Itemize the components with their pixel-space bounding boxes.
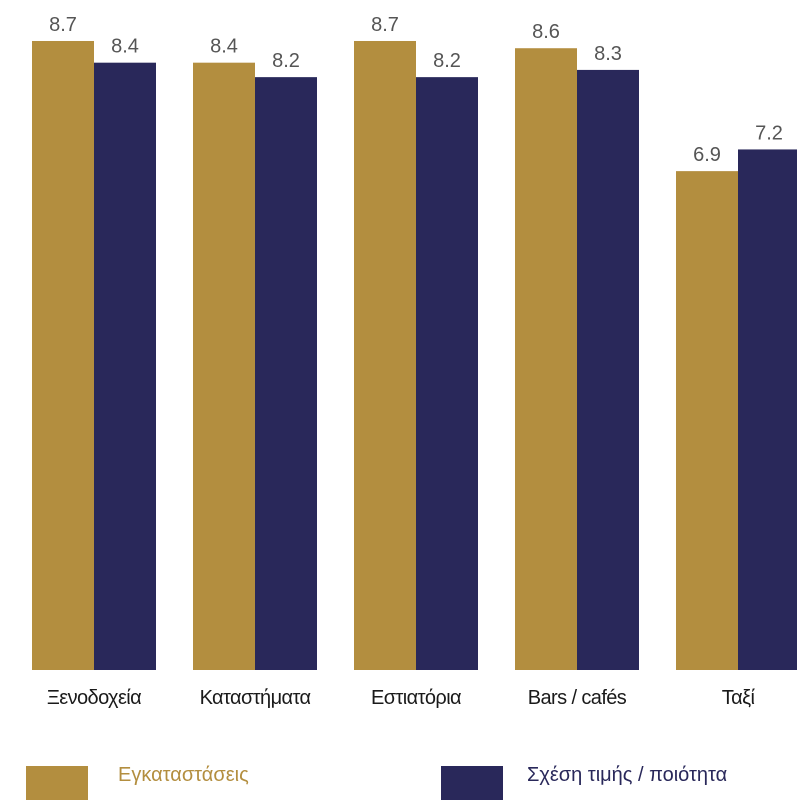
data-label-facilities-3: 8.7	[371, 14, 399, 36]
legend-label-facilities: Εγκαταστάσεις	[118, 764, 249, 786]
category-label-4: Bars / cafés	[528, 687, 627, 709]
data-label-value-for-money-1: 8.4	[111, 36, 139, 58]
bar-value-for-money-1	[94, 62, 156, 671]
bar-facilities-5	[676, 171, 738, 670]
legend-swatch-value-for-money	[441, 766, 503, 800]
data-label-value-for-money-4: 8.3	[594, 43, 622, 65]
data-label-facilities-4: 8.6	[532, 21, 560, 43]
chart-bars	[32, 40, 797, 671]
data-label-value-for-money-2: 8.2	[272, 50, 300, 72]
bar-facilities-4	[515, 48, 577, 671]
bar-facilities-3	[354, 40, 416, 671]
legend-swatch-facilities	[26, 766, 88, 800]
data-label-facilities-1: 8.7	[49, 14, 77, 36]
bar-value-for-money-2	[255, 77, 317, 670]
data-label-value-for-money-5: 7.2	[755, 122, 783, 144]
data-label-facilities-2: 8.4	[210, 36, 238, 58]
chart-legend: Εγκαταστάσεις Σχέση τιμής / ποιότητα	[0, 760, 797, 805]
bar-facilities-2	[193, 62, 255, 671]
bar-value-for-money-4	[577, 69, 639, 670]
category-label-2: Καταστήματα	[200, 687, 311, 709]
chart-value-labels: 8.7 8.4 8.4 8.2 8.7 8.2 8.6 8.3 6.9 7.2	[49, 14, 783, 166]
chart-category-labels: Ξενοδοχεία Καταστήματα Εστιατόρια Bars / ca…	[47, 687, 756, 709]
category-label-1: Ξενοδοχεία	[47, 687, 141, 709]
bar-value-for-money-5	[738, 149, 797, 670]
bar-value-for-money-3	[416, 77, 478, 670]
data-label-facilities-5: 6.9	[693, 144, 721, 166]
legend-label-value-for-money: Σχέση τιμής / ποιότητα	[527, 764, 728, 786]
category-label-5: Ταξί	[722, 687, 756, 709]
bar-facilities-1	[32, 40, 94, 671]
category-label-3: Εστιατόρια	[371, 687, 461, 709]
data-label-value-for-money-3: 8.2	[433, 50, 461, 72]
bar-chart: 8.7 8.4 8.4 8.2 8.7 8.2 8.6 8.3 6.9 7.2 Ξενοδοχεί…	[32, 14, 797, 709]
